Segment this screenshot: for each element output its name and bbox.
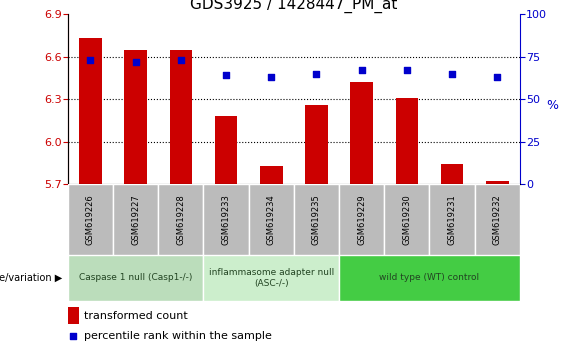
Bar — [215, 116, 237, 184]
Text: GSM619235: GSM619235 — [312, 194, 321, 245]
Title: GDS3925 / 1428447_PM_at: GDS3925 / 1428447_PM_at — [190, 0, 398, 13]
Point — [267, 74, 276, 80]
Bar — [339, 255, 520, 301]
Bar — [124, 50, 147, 184]
Text: GSM619231: GSM619231 — [447, 194, 457, 245]
Text: GSM619228: GSM619228 — [176, 194, 185, 245]
Text: wild type (WT) control: wild type (WT) control — [379, 273, 480, 282]
Bar — [170, 50, 192, 184]
Bar — [305, 105, 328, 184]
Bar — [68, 184, 113, 255]
Bar — [350, 82, 373, 184]
Point — [493, 74, 502, 80]
Text: Caspase 1 null (Casp1-/-): Caspase 1 null (Casp1-/-) — [79, 273, 192, 282]
Bar — [396, 98, 418, 184]
Point — [312, 71, 321, 76]
Text: transformed count: transformed count — [84, 311, 188, 321]
Bar — [203, 184, 249, 255]
Text: inflammasome adapter null
(ASC-/-): inflammasome adapter null (ASC-/-) — [208, 268, 334, 288]
Bar — [79, 38, 102, 184]
Point — [402, 67, 411, 73]
Text: GSM619229: GSM619229 — [357, 194, 366, 245]
Bar — [158, 184, 203, 255]
Bar — [339, 184, 384, 255]
Bar — [429, 184, 475, 255]
Point — [447, 71, 457, 76]
Point — [69, 333, 78, 339]
Point — [131, 59, 140, 64]
Bar — [475, 184, 520, 255]
Text: GSM619234: GSM619234 — [267, 194, 276, 245]
Text: GSM619233: GSM619233 — [221, 194, 231, 245]
Bar — [384, 184, 429, 255]
Bar — [68, 307, 79, 324]
Text: percentile rank within the sample: percentile rank within the sample — [84, 331, 272, 341]
Point — [357, 67, 366, 73]
Point — [176, 57, 185, 63]
Text: GSM619226: GSM619226 — [86, 194, 95, 245]
Bar — [249, 184, 294, 255]
Bar — [294, 184, 339, 255]
Bar — [260, 166, 282, 184]
Bar — [203, 255, 339, 301]
Bar — [441, 164, 463, 184]
Y-axis label: %: % — [546, 99, 559, 112]
Point — [86, 57, 95, 63]
Bar — [486, 181, 508, 184]
Bar — [68, 255, 203, 301]
Bar — [113, 184, 158, 255]
Point — [221, 73, 231, 78]
Text: genotype/variation ▶: genotype/variation ▶ — [0, 273, 62, 283]
Text: GSM619227: GSM619227 — [131, 194, 140, 245]
Text: GSM619232: GSM619232 — [493, 194, 502, 245]
Text: GSM619230: GSM619230 — [402, 194, 411, 245]
